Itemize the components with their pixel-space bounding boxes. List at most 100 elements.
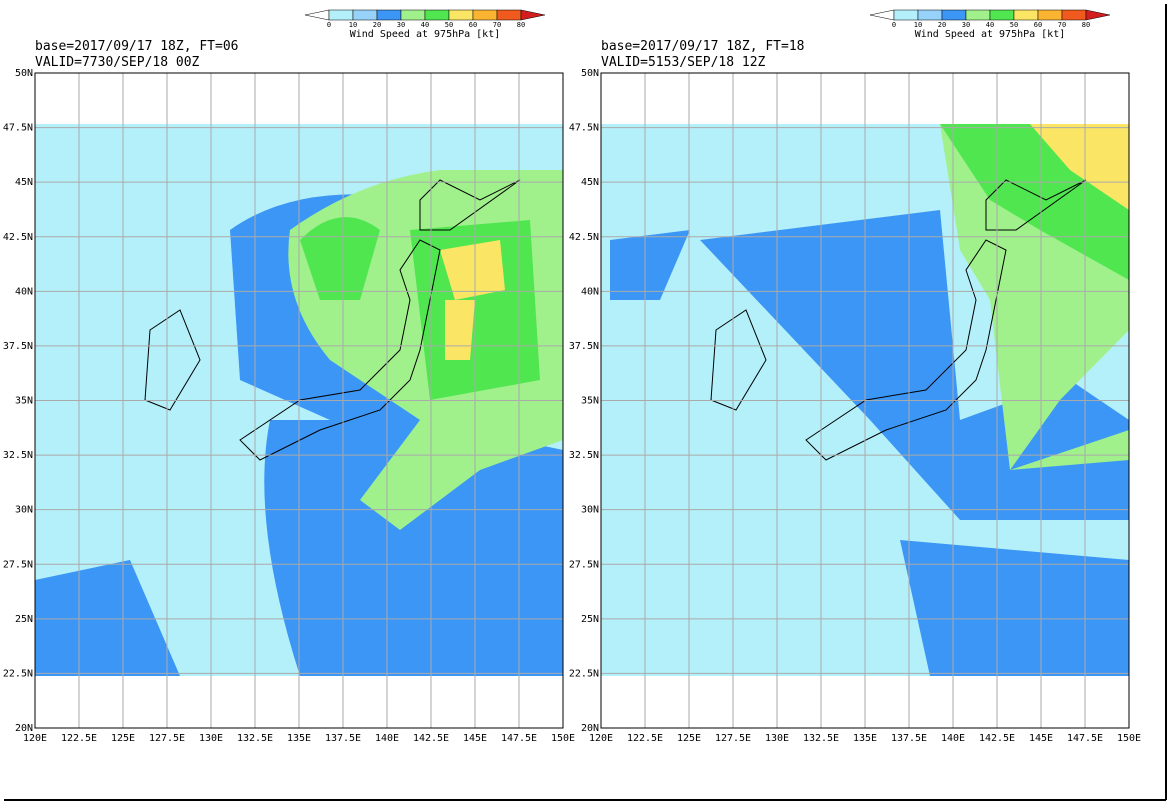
lat-label: 30N xyxy=(15,505,33,516)
lon-label: 150E xyxy=(1117,733,1141,744)
colorbar-label: 20 xyxy=(938,21,946,29)
lat-label: 40N xyxy=(581,286,599,297)
valid-label: VALID=7730/SEP/18 00Z xyxy=(35,55,200,70)
colorbar-label: 10 xyxy=(914,21,922,29)
wind-field xyxy=(264,420,563,676)
lon-label: 140E xyxy=(941,733,965,744)
colorbar-label: 30 xyxy=(962,21,970,29)
lat-label: 20N xyxy=(581,723,599,734)
lat-label: 40N xyxy=(15,286,33,297)
colorbar-label: 60 xyxy=(1034,21,1042,29)
colorbar-arrow xyxy=(520,9,546,21)
lon-label: 132.5E xyxy=(803,733,839,744)
lat-label: 22.5N xyxy=(569,668,599,679)
lat-label: 27.5N xyxy=(569,559,599,570)
valid-label: VALID=5153/SEP/18 12Z xyxy=(601,55,766,70)
lon-label: 130E xyxy=(199,733,223,744)
colorbar-segment xyxy=(424,9,450,21)
lat-label: 35N xyxy=(15,396,33,407)
colorbar-label: 50 xyxy=(1010,21,1018,29)
lat-label: 47.5N xyxy=(569,123,599,134)
colorbar-label: 50 xyxy=(445,21,453,29)
coastline xyxy=(144,179,521,461)
lon-label: 135E xyxy=(853,733,877,744)
colorbar-arrow xyxy=(304,9,330,21)
lat-label: 45N xyxy=(15,177,33,188)
lon-label: 142.5E xyxy=(413,733,449,744)
colorbar-segment xyxy=(352,9,378,21)
lat-label: 50N xyxy=(15,68,33,79)
colorbar-label: 70 xyxy=(1058,21,1066,29)
colorbar-segment xyxy=(893,9,919,21)
lon-label: 127.5E xyxy=(715,733,751,744)
lon-label: 150E xyxy=(551,733,575,744)
lon-label: 125E xyxy=(111,733,135,744)
colorbar-title: Wind Speed at 975hPa [kt] xyxy=(350,29,501,40)
colorbar-segment xyxy=(989,9,1015,21)
wind-field xyxy=(440,240,505,300)
map-frame xyxy=(600,72,1130,729)
colorbar-segment xyxy=(376,9,402,21)
wind-field xyxy=(900,540,1129,676)
lat-label: 25N xyxy=(581,614,599,625)
lon-label: 125E xyxy=(677,733,701,744)
lon-label: 142.5E xyxy=(979,733,1015,744)
coastline xyxy=(710,179,1087,461)
lon-label: 147.5E xyxy=(1067,733,1103,744)
colorbar-label: 10 xyxy=(349,21,357,29)
lat-label: 32.5N xyxy=(569,450,599,461)
lat-label: 47.5N xyxy=(3,123,33,134)
lat-label: 35N xyxy=(581,396,599,407)
lat-label: 25N xyxy=(15,614,33,625)
colorbar-segment xyxy=(941,9,967,21)
lat-label: 22.5N xyxy=(3,668,33,679)
colorbar-segment xyxy=(1037,9,1063,21)
colorbar-arrow xyxy=(869,9,895,21)
lat-label: 45N xyxy=(581,177,599,188)
colorbar-label: 0 xyxy=(892,21,896,29)
lon-label: 122.5E xyxy=(627,733,663,744)
map-frame xyxy=(34,72,564,729)
colorbar-segment xyxy=(965,9,991,21)
lat-label: 42.5N xyxy=(3,232,33,243)
lon-label: 120E xyxy=(23,733,47,744)
wind-field xyxy=(445,300,475,360)
wind-field xyxy=(610,230,690,300)
colorbar-label: 40 xyxy=(986,21,994,29)
colorbar-segment xyxy=(1061,9,1087,21)
base-label: base=2017/09/17 18Z, FT=18 xyxy=(601,39,805,54)
lat-label: 37.5N xyxy=(569,341,599,352)
lat-label: 27.5N xyxy=(3,559,33,570)
wind-field xyxy=(1030,124,1129,210)
colorbar-label: 70 xyxy=(493,21,501,29)
lon-label: 127.5E xyxy=(149,733,185,744)
lat-label: 20N xyxy=(15,723,33,734)
lon-label: 145E xyxy=(463,733,487,744)
colorbar-label: 60 xyxy=(469,21,477,29)
lon-label: 130E xyxy=(765,733,789,744)
lon-label: 140E xyxy=(375,733,399,744)
lat-label: 32.5N xyxy=(3,450,33,461)
wind-field xyxy=(300,217,380,300)
lon-label: 137.5E xyxy=(891,733,927,744)
colorbar-segment xyxy=(472,9,498,21)
colorbar-label: 40 xyxy=(421,21,429,29)
lon-label: 132.5E xyxy=(237,733,273,744)
colorbar-label: 30 xyxy=(397,21,405,29)
colorbar-label: 80 xyxy=(1082,21,1090,29)
wind-field xyxy=(35,560,180,676)
lat-label: 50N xyxy=(581,68,599,79)
lon-label: 137.5E xyxy=(325,733,361,744)
lat-label: 30N xyxy=(581,505,599,516)
colorbar-segment xyxy=(1013,9,1039,21)
colorbar-segment xyxy=(917,9,943,21)
colorbar-label: 0 xyxy=(327,21,331,29)
lat-label: 37.5N xyxy=(3,341,33,352)
lon-label: 135E xyxy=(287,733,311,744)
base-label: base=2017/09/17 18Z, FT=06 xyxy=(35,39,239,54)
colorbar-title: Wind Speed at 975hPa [kt] xyxy=(915,29,1066,40)
lat-label: 42.5N xyxy=(569,232,599,243)
lon-label: 145E xyxy=(1029,733,1053,744)
